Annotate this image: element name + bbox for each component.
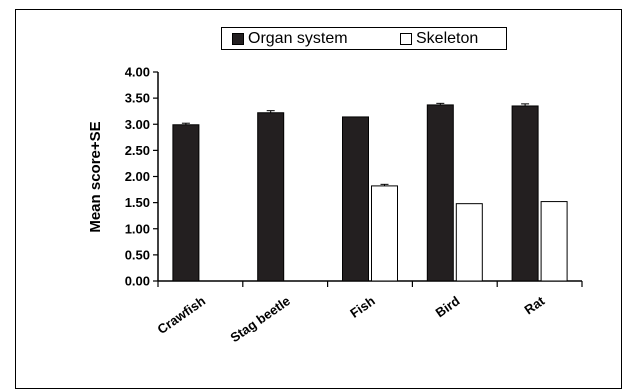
x-tick-label: Crawfish — [155, 293, 209, 337]
chart-legend: Organ system Skeleton — [221, 27, 507, 50]
y-tick-label: 1.50 — [125, 195, 150, 210]
y-tick-label: 4.00 — [125, 65, 150, 80]
bar-skeleton — [455, 203, 483, 282]
legend-item-skeleton: Skeleton — [400, 30, 478, 48]
bar-organ-system — [257, 112, 285, 282]
bar-organ-system — [172, 124, 200, 282]
y-axis-label: Mean score+SE — [87, 121, 104, 232]
bar-organ-system — [511, 105, 539, 282]
bar-skeleton — [540, 201, 568, 282]
legend-swatch-organ-system — [232, 33, 244, 45]
legend-label-skeleton: Skeleton — [416, 30, 479, 47]
x-tick-label: Fish — [347, 293, 378, 321]
y-tick-label: 0.50 — [125, 247, 150, 262]
y-tick-label: 3.50 — [125, 91, 150, 106]
y-tick-label: 3.00 — [125, 117, 150, 132]
y-tick-label: 2.00 — [125, 169, 150, 184]
bar-chart: 0.00 0.50 1.00 1.50 2.00 2.50 3.00 3.50 4.00 Craw… — [87, 65, 583, 345]
bar-organ-system — [342, 116, 369, 282]
x-tick-label: Bird — [433, 293, 463, 320]
bar-skeleton — [371, 185, 398, 282]
legend-swatch-skeleton — [400, 33, 412, 45]
legend-label-organ-system: Organ system — [248, 30, 348, 47]
x-tick-label: Stag beetle — [228, 293, 293, 345]
bar-organ-system — [426, 104, 454, 282]
y-tick-label: 2.50 — [125, 143, 150, 158]
x-tick-label: Rat — [522, 293, 548, 318]
y-tick-label: 1.00 — [125, 221, 150, 236]
y-tick-label: 0.00 — [125, 274, 150, 289]
legend-item-organ-system: Organ system — [232, 30, 348, 48]
